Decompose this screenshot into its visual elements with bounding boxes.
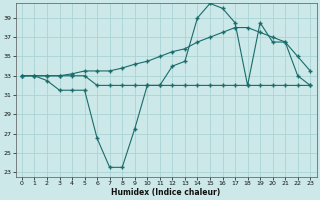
X-axis label: Humidex (Indice chaleur): Humidex (Indice chaleur)	[111, 188, 221, 197]
